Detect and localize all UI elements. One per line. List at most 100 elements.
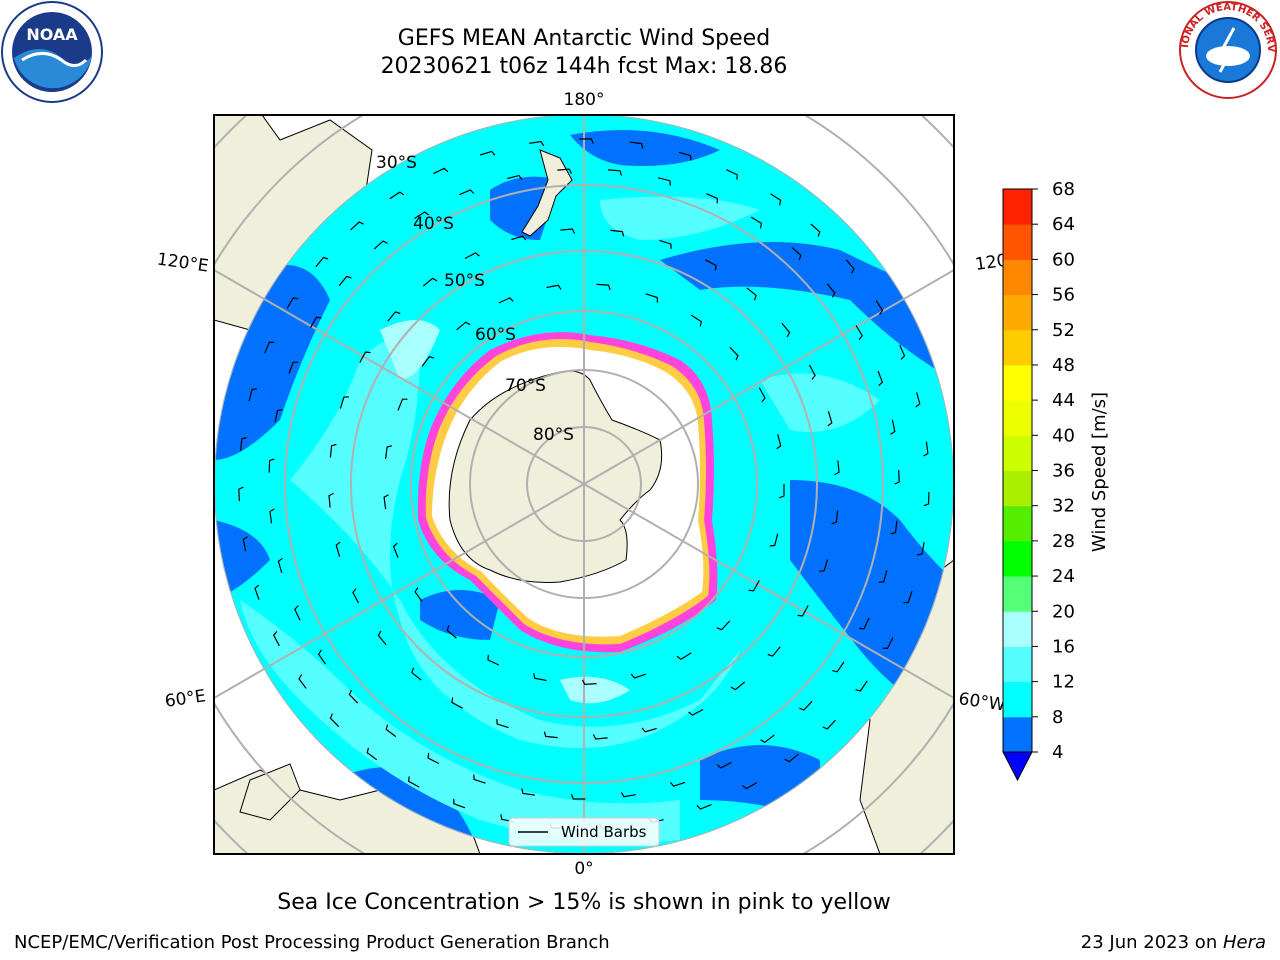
wind-barb [729, 346, 739, 361]
wind-barb [705, 259, 717, 271]
wind-barb [392, 542, 399, 558]
lon-label-120e: 120°E [156, 250, 210, 277]
wind-barb [770, 193, 782, 206]
colorbar-tick-label: 68 [1052, 179, 1075, 200]
colorbar-tick-label: 32 [1052, 496, 1075, 517]
wind-barb [277, 557, 283, 574]
colorbar-segment [1003, 364, 1032, 401]
wind-barb [827, 411, 833, 427]
wind-barb [831, 510, 839, 525]
wind-barb [791, 246, 802, 261]
wind-barb [629, 141, 644, 149]
colorbar-segment [1003, 294, 1032, 331]
wind-barb [916, 542, 925, 556]
wind-barb [769, 533, 779, 547]
wind-barb [414, 211, 430, 220]
wind-barb [822, 719, 836, 730]
colorbar-tick-label: 60 [1052, 249, 1075, 270]
lon-label-60w: 60°W [957, 689, 1006, 715]
wind-barb [288, 361, 299, 374]
colorbar-segment [1003, 435, 1032, 471]
colorbar-tick-label: 44 [1052, 390, 1075, 411]
wind-barb [387, 311, 401, 322]
wind-barb [630, 673, 646, 679]
wind-barb [890, 520, 898, 535]
colorbar-segment [1003, 189, 1032, 225]
wind-barb [592, 734, 608, 740]
wind-barb [798, 700, 813, 711]
colorbar-segment [1003, 259, 1032, 296]
colorbar-tick-label: 24 [1052, 566, 1075, 587]
wind-barb [758, 387, 766, 403]
lat-label-80s: 80°S [533, 425, 574, 445]
wind-barb [383, 494, 389, 510]
landmass-madagascar [239, 763, 301, 821]
wind-barb [487, 654, 500, 666]
wind-barb [767, 646, 781, 657]
wind-barb-legend: Wind Barbs [508, 817, 660, 847]
wind-barb [834, 460, 840, 476]
wind-barb [328, 492, 334, 508]
wind-barb [819, 559, 829, 572]
wind-barb [240, 436, 247, 451]
colorbar-tick-label: 12 [1052, 672, 1075, 693]
lon-label-60e: 60°E [164, 686, 207, 711]
noaa-logo: NOAA [1, 1, 103, 103]
wind-barb [496, 719, 509, 729]
wind-barb [570, 794, 586, 800]
wind-barb [808, 364, 816, 380]
wind-barb [389, 191, 405, 200]
footer-date: 23 Jun 2023 on Hera [1080, 932, 1266, 953]
lat-label-70s: 70°S [505, 376, 546, 396]
nws-logo: NATIONAL WEATHER SERVICE [1176, 0, 1277, 99]
svg-text:NOAA: NOAA [26, 25, 78, 44]
colorbar-segment [1003, 716, 1032, 753]
wind-barb [877, 370, 884, 387]
wind-barb [366, 747, 378, 761]
wind-barb [397, 398, 408, 411]
colorbar-tick-label: 40 [1052, 425, 1075, 446]
wind-barb [832, 661, 845, 673]
wind-barb [338, 275, 352, 287]
wind-barb [890, 419, 896, 435]
colorbar-tick-label: 64 [1052, 214, 1075, 235]
wind-barb [645, 293, 659, 303]
colorbar-segment [1003, 400, 1032, 436]
wind-barb [875, 300, 884, 315]
wind-barb [511, 235, 527, 241]
wind-barb [473, 774, 486, 784]
wind-barb [882, 637, 894, 650]
wind-barb [385, 724, 397, 738]
wind-barb [421, 356, 435, 367]
wind-barb [797, 605, 809, 617]
wind-barb [422, 277, 438, 287]
wind-barb [688, 708, 704, 716]
wind-barb [456, 321, 471, 331]
lat-label-50s: 50°S [444, 271, 485, 291]
colorbar-tick-label: 4 [1052, 742, 1063, 763]
colorbar-segment [1003, 576, 1032, 612]
wind-barb [760, 734, 775, 744]
wind-barb [915, 392, 921, 408]
sea-ice-caption: Sea Ice Concentration > 15% is shown in … [277, 890, 891, 915]
wind-barb [678, 151, 692, 161]
wind-barb [254, 584, 260, 600]
wind-barb [407, 776, 420, 788]
wind-barb [411, 667, 422, 681]
wind-barb [359, 351, 371, 363]
wind-barb [845, 259, 855, 274]
wind-barb [373, 240, 388, 250]
wind-barb [923, 441, 929, 457]
wind-barb [878, 570, 888, 583]
wind-barb [560, 228, 576, 234]
wind-barb [352, 588, 360, 604]
wind-barb [607, 169, 623, 176]
wind-barb [776, 434, 782, 450]
footer-credit: NCEP/EMC/Verification Post Processing Pr… [14, 932, 610, 953]
colorbar-under-arrow [1002, 751, 1033, 782]
wind-barb [726, 169, 738, 180]
wind-barb [264, 341, 275, 354]
colorbar-segment [1003, 646, 1032, 683]
wind-barb [507, 174, 523, 180]
wind-barb [899, 344, 906, 360]
